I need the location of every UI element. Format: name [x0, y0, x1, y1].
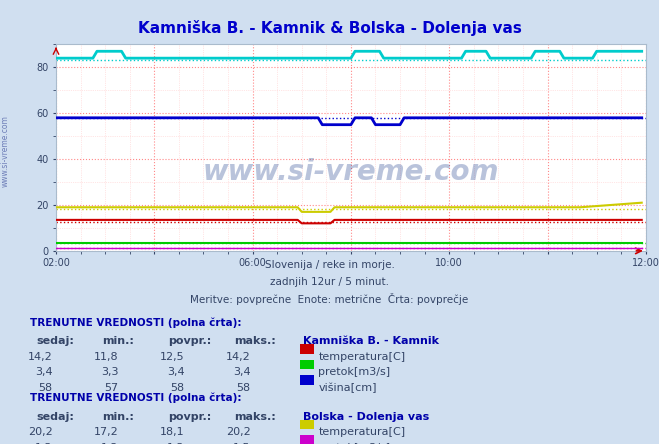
Text: 3,4: 3,4: [167, 367, 185, 377]
Text: Bolska - Dolenja vas: Bolska - Dolenja vas: [303, 412, 430, 422]
Text: povpr.:: povpr.:: [168, 336, 212, 346]
Text: min.:: min.:: [102, 412, 134, 422]
Text: temperatura[C]: temperatura[C]: [318, 352, 405, 362]
Text: TRENUTNE VREDNOSTI (polna črta):: TRENUTNE VREDNOSTI (polna črta):: [30, 317, 241, 328]
Text: 3,3: 3,3: [101, 367, 119, 377]
Text: Slovenija / reke in morje.: Slovenija / reke in morje.: [264, 260, 395, 270]
Text: 14,2: 14,2: [28, 352, 53, 362]
Text: pretok[m3/s]: pretok[m3/s]: [318, 367, 390, 377]
Text: 58: 58: [237, 383, 250, 393]
Text: 58: 58: [171, 383, 185, 393]
Text: 3,4: 3,4: [233, 367, 250, 377]
Text: višina[cm]: višina[cm]: [318, 383, 377, 393]
Text: www.si-vreme.com: www.si-vreme.com: [1, 115, 10, 187]
Text: Meritve: povprečne  Enote: metrične  Črta: povprečje: Meritve: povprečne Enote: metrične Črta:…: [190, 293, 469, 305]
Text: 20,2: 20,2: [225, 427, 250, 437]
Text: Kamniška B. - Kamnik: Kamniška B. - Kamnik: [303, 336, 439, 346]
Text: 1,3: 1,3: [167, 443, 185, 444]
Text: 1,3: 1,3: [35, 443, 53, 444]
Text: Kamniška B. - Kamnik & Bolska - Dolenja vas: Kamniška B. - Kamnik & Bolska - Dolenja …: [138, 20, 521, 36]
Text: 1,2: 1,2: [101, 443, 119, 444]
Text: 18,1: 18,1: [160, 427, 185, 437]
Text: 12,5: 12,5: [160, 352, 185, 362]
Text: 11,8: 11,8: [94, 352, 119, 362]
Text: zadnjih 12ur / 5 minut.: zadnjih 12ur / 5 minut.: [270, 277, 389, 287]
Text: www.si-vreme.com: www.si-vreme.com: [203, 159, 499, 186]
Text: maks.:: maks.:: [234, 412, 275, 422]
Text: 3,4: 3,4: [35, 367, 53, 377]
Text: min.:: min.:: [102, 336, 134, 346]
Text: 20,2: 20,2: [28, 427, 53, 437]
Text: sedaj:: sedaj:: [36, 412, 74, 422]
Text: 17,2: 17,2: [94, 427, 119, 437]
Text: 1,5: 1,5: [233, 443, 250, 444]
Text: 14,2: 14,2: [225, 352, 250, 362]
Text: 58: 58: [39, 383, 53, 393]
Text: pretok[m3/s]: pretok[m3/s]: [318, 443, 390, 444]
Text: povpr.:: povpr.:: [168, 412, 212, 422]
Text: 57: 57: [105, 383, 119, 393]
Text: sedaj:: sedaj:: [36, 336, 74, 346]
Text: TRENUTNE VREDNOSTI (polna črta):: TRENUTNE VREDNOSTI (polna črta):: [30, 393, 241, 404]
Text: maks.:: maks.:: [234, 336, 275, 346]
Text: temperatura[C]: temperatura[C]: [318, 427, 405, 437]
